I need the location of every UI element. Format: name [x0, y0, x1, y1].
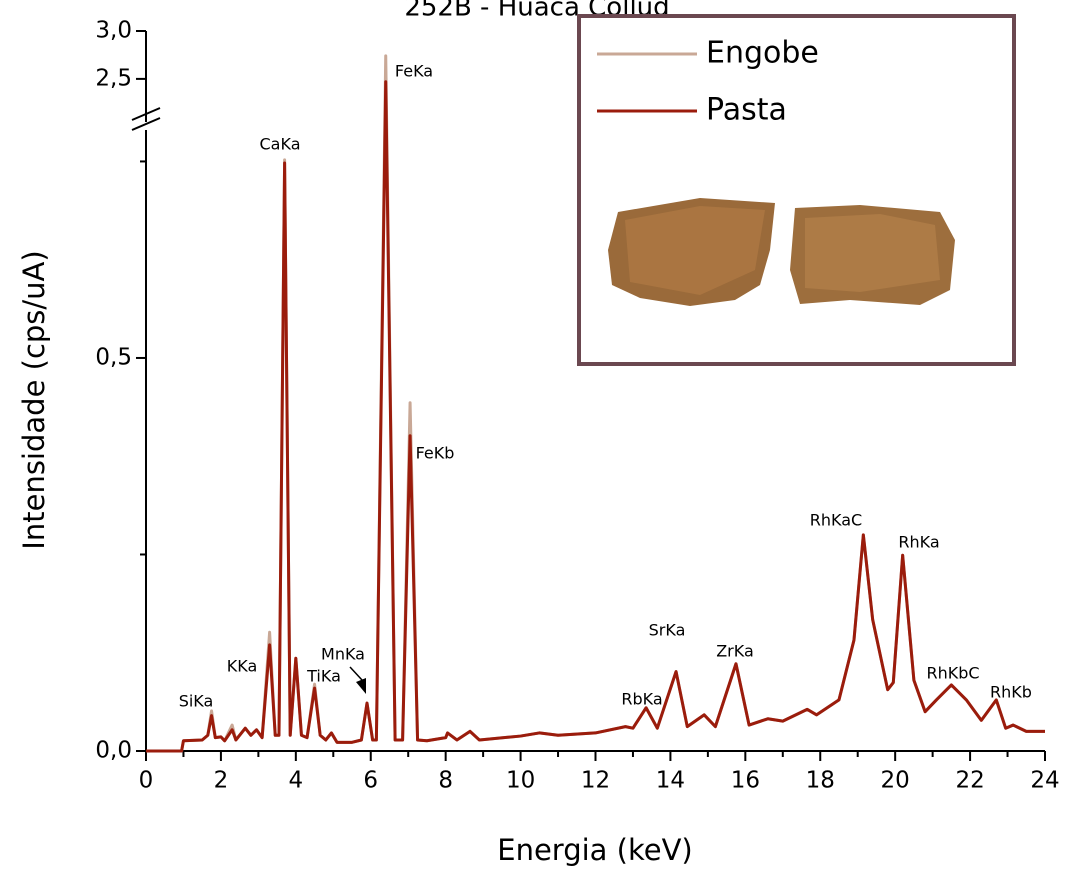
peak-label: FeKb [416, 444, 455, 463]
legend-label: Pasta [706, 93, 787, 128]
peak-label: RhKaC [810, 511, 862, 530]
x-tick-label: 22 [955, 768, 984, 794]
peak-label: MnKa [321, 645, 365, 664]
x-tick-label: 20 [881, 768, 910, 794]
x-tick-label: 0 [139, 768, 154, 794]
x-tick-label: 14 [656, 768, 685, 794]
x-tick-label: 2 [214, 768, 229, 794]
x-axis-label: Energia (keV) [497, 833, 692, 867]
peak-label: SrKa [649, 621, 686, 640]
annotation-arrow [349, 666, 363, 681]
x-tick-label: 24 [1030, 768, 1059, 794]
y-tick-label: 2,5 [95, 65, 132, 91]
peak-label: KKa [227, 657, 258, 676]
y-tick-label: 0,0 [95, 738, 132, 764]
peak-label: RhKa [898, 533, 939, 552]
x-tick-label: 16 [731, 768, 760, 794]
peak-label: FeKa [395, 62, 433, 81]
x-tick-label: 4 [289, 768, 304, 794]
axis-break [131, 107, 161, 121]
legend: Engobe Pasta [577, 14, 1016, 366]
x-tick-label: 8 [438, 768, 453, 794]
sherd-left-texture [625, 206, 765, 295]
spectrum-line [146, 80, 1045, 753]
peak-label: SiKa [179, 692, 214, 711]
legend-label: Engobe [706, 36, 819, 71]
y-tick-label: 3,0 [95, 18, 132, 44]
sherd-right-texture [805, 214, 940, 292]
peak-label: ZrKa [716, 642, 754, 661]
x-tick-label: 10 [506, 768, 535, 794]
legend-box [577, 14, 1016, 366]
x-tick-label: 12 [581, 768, 610, 794]
x-tick-label: 18 [806, 768, 835, 794]
peak-label: RbKa [621, 690, 662, 709]
y-axis-label: Intensidade (cps/uA) [17, 250, 51, 549]
peak-label: RhKbC [926, 664, 979, 683]
y-tick-label: 0,5 [95, 344, 132, 370]
sherd-photo [608, 198, 955, 306]
peak-label: CaKa [260, 135, 301, 154]
annotation-arrowhead [356, 678, 366, 694]
x-tick-label: 6 [363, 768, 378, 794]
axis-break [131, 117, 161, 131]
peak-label: RhKb [990, 683, 1032, 702]
peak-label: TiKa [306, 667, 341, 686]
